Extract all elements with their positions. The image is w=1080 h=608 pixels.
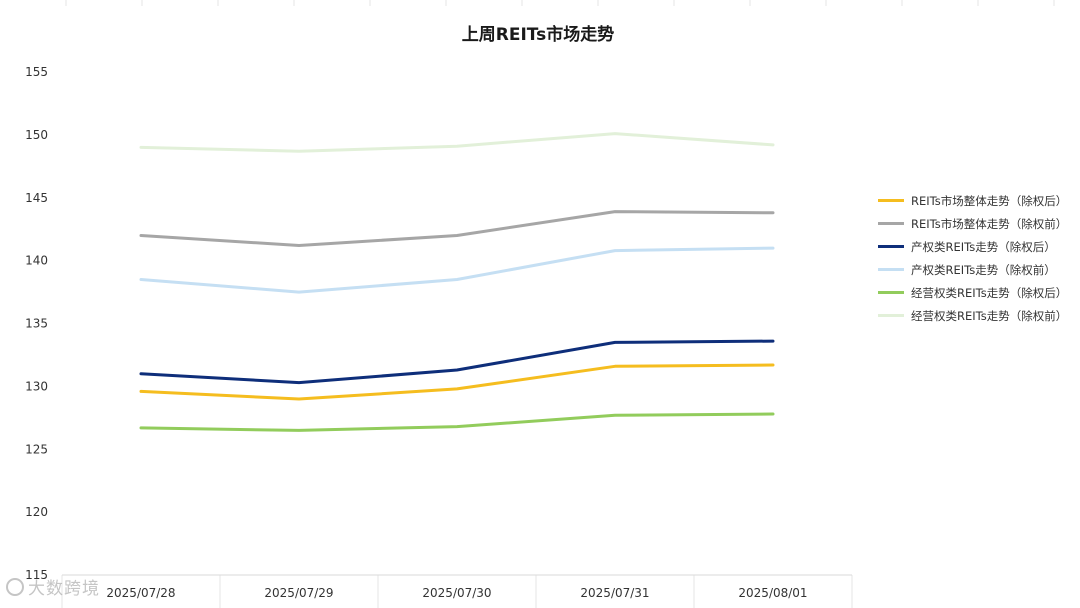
series-line xyxy=(139,132,775,153)
series-lines xyxy=(139,132,775,432)
legend-swatch xyxy=(878,268,904,271)
x-tick-label: 2025/07/28 xyxy=(106,586,175,600)
series-line xyxy=(139,210,775,247)
legend-swatch xyxy=(878,199,904,202)
legend-swatch xyxy=(878,245,904,248)
watermark-logo-icon xyxy=(6,578,24,596)
y-tick-label: 145 xyxy=(25,191,48,205)
legend-item: 产权类REITs走势（除权前） xyxy=(878,258,1067,281)
legend-swatch xyxy=(878,222,904,225)
series-line xyxy=(139,339,775,385)
legend-label: REITs市场整体走势（除权前） xyxy=(911,216,1068,231)
legend-label: 经营权类REITs走势（除权后） xyxy=(911,285,1068,300)
legend-swatch xyxy=(878,291,904,294)
gridlines xyxy=(61,0,1055,608)
chart-title: 上周REITs市场走势 xyxy=(461,25,615,45)
chart-legend: REITs市场整体走势（除权后） REITs市场整体走势（除权前） 产权类REITs… xyxy=(878,189,1067,327)
y-tick-label: 150 xyxy=(25,128,48,142)
x-axis-tick-labels: 2025/07/28 2025/07/29 2025/07/30 2025/07/31… xyxy=(106,586,807,600)
y-tick-label: 155 xyxy=(25,65,48,79)
legend-item: 经营权类REITs走势（除权前） xyxy=(878,304,1067,327)
legend-item: REITs市场整体走势（除权前） xyxy=(878,212,1067,235)
legend-swatch xyxy=(878,314,904,317)
series-line xyxy=(139,412,775,432)
y-tick-label: 115 xyxy=(25,568,48,582)
x-tick-label: 2025/08/01 xyxy=(738,586,807,600)
watermark-text: 大数跨境 xyxy=(28,579,100,599)
legend-label: REITs市场整体走势（除权后） xyxy=(911,193,1068,208)
y-tick-label: 125 xyxy=(25,442,48,456)
x-tick-label: 2025/07/31 xyxy=(580,586,649,600)
legend-item: 经营权类REITs走势（除权后） xyxy=(878,281,1067,304)
y-tick-label: 135 xyxy=(25,317,48,331)
y-axis-tick-labels: 115 120 125 130 135 140 145 150 155 xyxy=(25,65,48,582)
x-tick-label: 2025/07/29 xyxy=(264,586,333,600)
y-tick-label: 140 xyxy=(25,254,48,268)
x-tick-label: 2025/07/30 xyxy=(422,586,491,600)
series-line xyxy=(139,246,775,294)
legend-label: 经营权类REITs走势（除权前） xyxy=(911,308,1068,323)
series-line xyxy=(139,363,775,401)
legend-item: 产权类REITs走势（除权后） xyxy=(878,235,1067,258)
watermark: 大数跨境 xyxy=(6,574,100,599)
y-tick-label: 120 xyxy=(25,505,48,519)
legend-label: 产权类REITs走势（除权前） xyxy=(911,262,1056,277)
y-tick-label: 130 xyxy=(25,379,48,393)
legend-label: 产权类REITs走势（除权后） xyxy=(911,239,1056,254)
legend-item: REITs市场整体走势（除权后） xyxy=(878,189,1067,212)
